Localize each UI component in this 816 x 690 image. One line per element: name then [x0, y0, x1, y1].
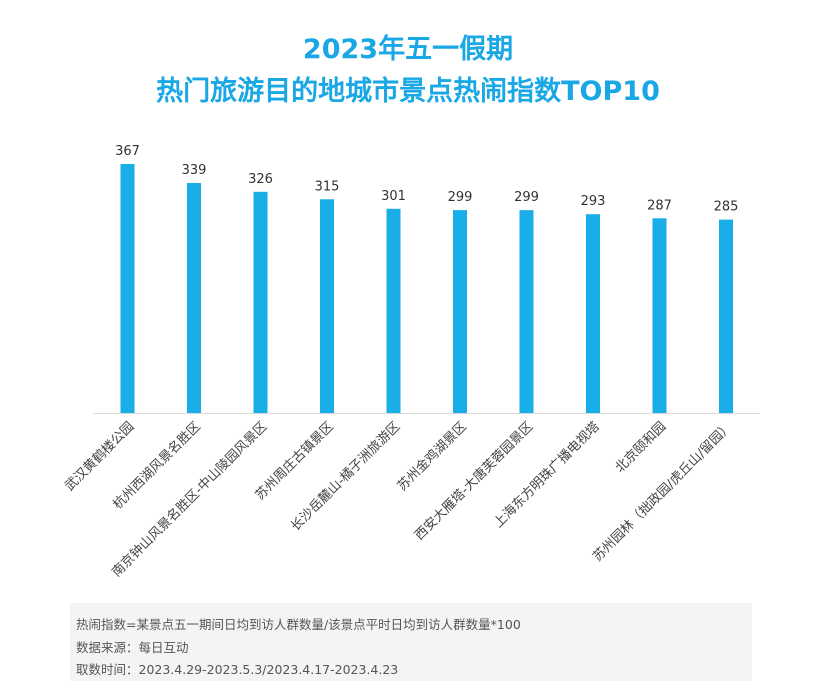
category-label-10: 苏州园林（拙政园/虎丘山/留园） — [590, 419, 736, 565]
value-label-1: 367 — [115, 144, 140, 159]
category-label-1: 武汉黄鹤楼公园 — [62, 419, 138, 495]
category-label-7: 西安大雁塔-大唐芙蓉园景区 — [411, 419, 536, 544]
bar-chart: 367武汉黄鹤楼公园339杭州西湖风景名胜区326南京钟山风景名胜区-中山陵园风… — [62, 144, 760, 580]
bar-1 — [120, 163, 135, 413]
value-label-2: 339 — [182, 163, 207, 178]
chart-title-line1: 2023年五一假期 — [302, 34, 514, 65]
bar-3 — [253, 191, 268, 413]
note-definition: 热闹指数=某景点五一期间日均到访人群数量/该景点平时日均到访人群数量*100 — [76, 617, 521, 632]
bar-8 — [586, 214, 600, 413]
bar-4 — [320, 199, 334, 413]
category-label-9: 北京颐和园 — [613, 419, 670, 476]
bar-2 — [187, 182, 201, 413]
value-label-7: 299 — [514, 190, 539, 205]
note-period: 取数时间：2023.4.29-2023.5.3/2023.4.17-2023.4… — [76, 662, 399, 677]
value-label-8: 293 — [581, 194, 606, 209]
bar-10 — [719, 219, 733, 413]
chart-title-line2: 热门旅游目的地城市景点热闹指数TOP10 — [156, 76, 660, 107]
category-label-5: 长沙岳麓山-橘子洲旅游区 — [288, 419, 404, 535]
category-label-8: 上海东方明珠广播电视塔 — [490, 419, 602, 531]
bar-6 — [453, 210, 467, 413]
value-label-9: 287 — [647, 198, 672, 213]
category-label-6: 苏州金鸡湖景区 — [394, 419, 470, 495]
value-label-3: 326 — [248, 172, 273, 187]
bar-9 — [652, 218, 667, 413]
value-label-10: 285 — [714, 200, 739, 215]
note-source: 数据来源：每日互动 — [76, 640, 189, 655]
value-label-4: 315 — [315, 179, 340, 194]
value-label-5: 301 — [381, 189, 406, 204]
bar-7 — [519, 210, 534, 413]
value-label-6: 299 — [448, 190, 473, 205]
bar-5 — [386, 208, 401, 413]
notes-panel — [70, 603, 752, 681]
